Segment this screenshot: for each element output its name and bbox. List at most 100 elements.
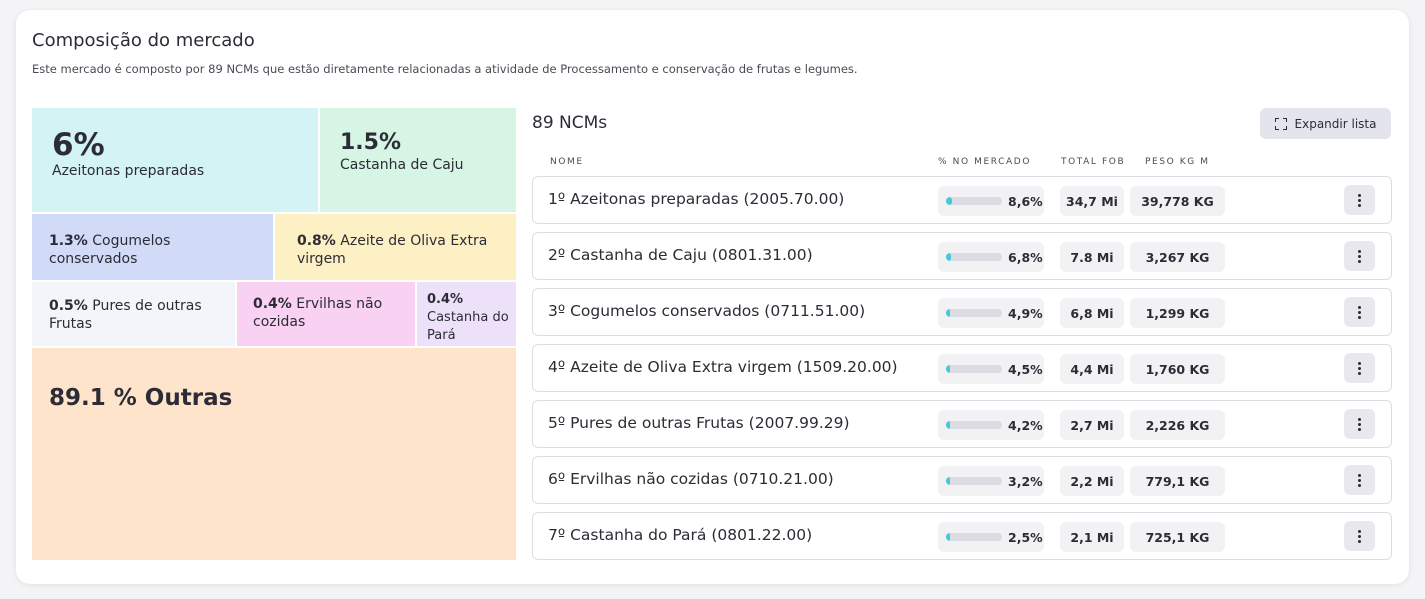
market-share-value: 4,9%	[1008, 305, 1043, 321]
peso-kg-value: 725,1 KG	[1130, 522, 1225, 552]
peso-kg-value: 1,299 KG	[1130, 298, 1225, 328]
more-vertical-icon	[1358, 249, 1361, 263]
ncm-name: 4º Azeite de Oliva Extra virgem (1509.20…	[548, 358, 898, 376]
peso-kg-value: 2,226 KG	[1130, 410, 1225, 440]
peso-kg-value: 3,267 KG	[1130, 242, 1225, 272]
market-share-value: 8,6%	[1008, 193, 1043, 209]
tile-percent: 1.3%	[49, 233, 88, 249]
treemap-tile-castanha-caju[interactable]: 1.5% Castanha de Caju	[320, 108, 516, 212]
market-share-pill: 4,5%	[938, 354, 1044, 384]
list-item[interactable]: 3º Cogumelos conservados (0711.51.00) 4,…	[532, 288, 1392, 336]
more-vertical-icon	[1358, 305, 1361, 319]
treemap-tile-azeite[interactable]: 0.8% Azeite de Oliva Extra virgem	[275, 214, 516, 280]
row-menu-button[interactable]	[1344, 185, 1375, 215]
market-share-bar-fill	[946, 197, 952, 205]
total-fob-value: 2,7 Mi	[1060, 410, 1124, 440]
total-fob-value: 34,7 Mi	[1060, 186, 1124, 216]
tile-percent: 0.4%	[427, 292, 464, 307]
more-vertical-icon	[1358, 193, 1361, 207]
ncm-name: 5º Pures de outras Frutas (2007.99.29)	[548, 414, 850, 432]
row-menu-button[interactable]	[1344, 241, 1375, 271]
treemap-tile-cogumelos[interactable]: 1.3% Cogumelos conservados	[32, 214, 273, 280]
list-item[interactable]: 1º Azeitonas preparadas (2005.70.00) 8,6…	[532, 176, 1392, 224]
market-share-value: 4,5%	[1008, 361, 1043, 377]
treemap-tile-outras[interactable]: 89.1 % Outras	[32, 348, 516, 560]
row-menu-button[interactable]	[1344, 409, 1375, 439]
total-fob-value: 7.8 Mi	[1060, 242, 1124, 272]
market-share-pill: 2,5%	[938, 522, 1044, 552]
more-vertical-icon	[1358, 361, 1361, 375]
market-share-bar	[946, 477, 1002, 485]
total-fob-value: 6,8 Mi	[1060, 298, 1124, 328]
total-fob-value: 2,2 Mi	[1060, 466, 1124, 496]
market-treemap: 6% Azeitonas preparadas 1.5% Castanha de…	[32, 108, 516, 560]
list-item[interactable]: 5º Pures de outras Frutas (2007.99.29) 4…	[532, 400, 1392, 448]
market-share-bar-fill	[946, 253, 951, 261]
tile-label: Ervilhas não cozidas	[253, 296, 383, 330]
tile-label: Castanha do Pará	[427, 310, 509, 343]
ncm-name: 6º Ervilhas não cozidas (0710.21.00)	[548, 470, 834, 488]
tile-percent: 0.8%	[297, 233, 336, 249]
expand-list-label: Expandir lista	[1294, 116, 1377, 131]
tile-label: Azeite de Oliva Extra virgem	[297, 233, 488, 267]
market-share-pill: 6,8%	[938, 242, 1044, 272]
market-share-bar	[946, 197, 1002, 205]
list-item[interactable]: 4º Azeite de Oliva Extra virgem (1509.20…	[532, 344, 1392, 392]
market-share-value: 3,2%	[1008, 473, 1043, 489]
row-menu-button[interactable]	[1344, 465, 1375, 495]
tile-outras-label: 89.1 % Outras	[49, 385, 233, 411]
market-share-pill: 3,2%	[938, 466, 1044, 496]
market-share-bar	[946, 533, 1002, 541]
page-subtitle: Este mercado é composto por 89 NCMs que …	[32, 62, 858, 76]
tile-label: Cogumelos conservados	[49, 233, 171, 267]
market-share-bar-fill	[946, 309, 951, 317]
column-header-fob: TOTAL FOB	[1061, 157, 1126, 167]
row-menu-button[interactable]	[1344, 521, 1375, 551]
list-item[interactable]: 2º Castanha de Caju (0801.31.00) 6,8% 7.…	[532, 232, 1392, 280]
tile-label: Castanha de Caju	[340, 157, 464, 173]
more-vertical-icon	[1358, 417, 1361, 431]
market-composition-card: Composição do mercado Este mercado é com…	[16, 10, 1409, 584]
market-share-pill: 4,2%	[938, 410, 1044, 440]
market-share-value: 6,8%	[1008, 249, 1043, 265]
list-item[interactable]: 6º Ervilhas não cozidas (0710.21.00) 3,2…	[532, 456, 1392, 504]
market-share-pill: 8,6%	[938, 186, 1044, 216]
market-share-bar	[946, 253, 1002, 261]
market-share-bar	[946, 365, 1002, 373]
market-share-pill: 4,9%	[938, 298, 1044, 328]
tile-percent: 0.4%	[253, 296, 292, 312]
row-menu-button[interactable]	[1344, 353, 1375, 383]
column-header-nome: NOME	[550, 157, 584, 167]
more-vertical-icon	[1358, 473, 1361, 487]
ncm-name: 7º Castanha do Pará (0801.22.00)	[548, 526, 813, 544]
tile-percent: 0.5%	[49, 298, 88, 314]
total-fob-value: 2,1 Mi	[1060, 522, 1124, 552]
treemap-tile-castanha-para[interactable]: 0.4% Castanha do Pará	[417, 282, 516, 346]
expand-list-button[interactable]: Expandir lista	[1260, 108, 1391, 139]
market-share-bar-fill	[946, 421, 951, 429]
column-header-peso: PESO KG M	[1145, 157, 1210, 167]
ncm-name: 2º Castanha de Caju (0801.31.00)	[548, 246, 813, 264]
more-vertical-icon	[1358, 529, 1361, 543]
tile-label: Azeitonas preparadas	[52, 163, 205, 179]
row-menu-button[interactable]	[1344, 297, 1375, 327]
peso-kg-value: 779,1 KG	[1130, 466, 1225, 496]
total-fob-value: 4,4 Mi	[1060, 354, 1124, 384]
market-share-value: 2,5%	[1008, 529, 1043, 545]
treemap-tile-pures[interactable]: 0.5% Pures de outras Frutas	[32, 282, 235, 346]
peso-kg-value: 1,760 KG	[1130, 354, 1225, 384]
ncm-name: 1º Azeitonas preparadas (2005.70.00)	[548, 190, 845, 208]
peso-kg-value: 39,778 KG	[1130, 186, 1225, 216]
list-item[interactable]: 7º Castanha do Pará (0801.22.00) 2,5% 2,…	[532, 512, 1392, 560]
market-share-bar-fill	[946, 533, 951, 541]
ncm-list: 1º Azeitonas preparadas (2005.70.00) 8,6…	[532, 176, 1392, 568]
treemap-tile-azeitonas[interactable]: 6% Azeitonas preparadas	[32, 108, 318, 212]
market-share-bar-fill	[946, 477, 951, 485]
treemap-tile-ervilhas[interactable]: 0.4% Ervilhas não cozidas	[237, 282, 415, 346]
market-share-bar-fill	[946, 365, 951, 373]
expand-icon	[1274, 117, 1287, 130]
ncm-name: 3º Cogumelos conservados (0711.51.00)	[548, 302, 866, 320]
column-header-share: % NO MERCADO	[938, 157, 1032, 167]
market-share-value: 4,2%	[1008, 417, 1043, 433]
tile-percent: 1.5%	[340, 130, 402, 155]
